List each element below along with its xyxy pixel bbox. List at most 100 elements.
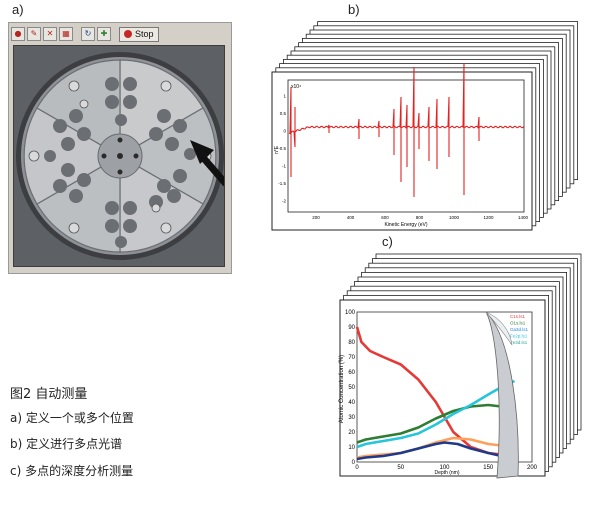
depth-x-tick: 100 bbox=[439, 465, 450, 471]
spectrum-x-tick: 1200 bbox=[483, 215, 494, 220]
spectrum-x-tick: 1400 bbox=[518, 215, 529, 220]
stacked-page bbox=[353, 281, 560, 459]
spectrum-x-tick: 400 bbox=[347, 215, 355, 220]
spectrum-y-tick: -2 bbox=[282, 199, 286, 204]
stop-button[interactable]: Stop bbox=[119, 26, 159, 42]
stacked-page bbox=[343, 294, 550, 472]
depth-series-line bbox=[356, 436, 515, 459]
depth-y-tick: 40 bbox=[348, 400, 355, 406]
spectrum-y-tick: 0.5 bbox=[280, 111, 287, 116]
sample-camera-view[interactable] bbox=[13, 45, 225, 267]
depth-x-ticks: 0 50 100 150 200 bbox=[355, 465, 537, 471]
spectrum-x-tick: 600 bbox=[381, 215, 389, 220]
spectrum-card: x10⁴ n*E 1 0.5 0 -0.5 -1 -1.5 -2 200 400 600 800 1… bbox=[271, 62, 533, 231]
stacked-page bbox=[301, 38, 563, 197]
depth-y-tick: 90 bbox=[348, 325, 355, 331]
spectrum-ylabel: n*E bbox=[274, 145, 280, 154]
panel-label-c: c) bbox=[382, 234, 393, 249]
depth-plot-frame bbox=[356, 311, 533, 463]
stacked-page bbox=[294, 46, 556, 206]
spectrum-y-tick: -0.5 bbox=[278, 146, 286, 151]
stacked-page bbox=[275, 67, 537, 227]
caption-line-a: a) 定义一个或多个位置 bbox=[10, 411, 134, 425]
edit-point-icon[interactable]: ✎ bbox=[27, 27, 41, 41]
spectrum-x-tick: 800 bbox=[416, 215, 424, 220]
stacked-page bbox=[290, 50, 552, 210]
stacked-page bbox=[309, 29, 571, 189]
depth-series-line bbox=[356, 441, 515, 461]
toolbar: ● ✎ ✕ ▦ ↻ ✚ Stop bbox=[11, 25, 229, 43]
stacked-page bbox=[305, 33, 567, 193]
delete-point-icon[interactable]: ✕ bbox=[43, 27, 57, 41]
stop-button-label: Stop bbox=[135, 29, 154, 39]
depth-y-tick: 60 bbox=[348, 370, 355, 376]
spectrum-plot-frame bbox=[287, 79, 525, 213]
depth-x-tick: 200 bbox=[527, 465, 538, 471]
stacked-page bbox=[286, 54, 548, 214]
stacked-page bbox=[298, 42, 560, 201]
caption-title: 图2 自动测量 bbox=[10, 387, 88, 402]
depth-series-line bbox=[356, 403, 515, 444]
stacked-page bbox=[371, 258, 578, 436]
depth-legend-entry: C1s.ls1 bbox=[510, 314, 526, 319]
spectrum-y-tick: 0 bbox=[283, 129, 286, 134]
spectrum-x-ticks: 200 400 600 800 1000 1200 1400 bbox=[312, 215, 528, 220]
depth-y-tick: 10 bbox=[348, 445, 355, 451]
sample-viewer-window: ● ✎ ✕ ▦ ↻ ✚ Stop bbox=[8, 22, 232, 274]
stacked-page bbox=[313, 25, 575, 185]
stacked-page bbox=[317, 21, 579, 181]
spectra-stack bbox=[275, 21, 579, 227]
depth-xlabel: Depth (nm) bbox=[434, 470, 459, 476]
grid-icon[interactable]: ▦ bbox=[59, 27, 73, 41]
depth-legend-entry: O1s.ls1 bbox=[510, 321, 526, 326]
stacked-page bbox=[346, 290, 553, 468]
page-curl bbox=[485, 311, 519, 479]
panel-label-b: b) bbox=[348, 2, 360, 17]
caption-line-c: c) 多点的深度分析测量 bbox=[10, 464, 134, 478]
spectrum-y-tick: -1.5 bbox=[278, 181, 286, 186]
spectrum-x-tick: 1000 bbox=[449, 215, 460, 220]
depth-y-tick: 0 bbox=[352, 460, 356, 466]
spectrum-xlabel: Kinetic Energy (eV) bbox=[384, 222, 427, 228]
depth-series-line bbox=[356, 379, 516, 449]
caption-line-b: b) 定义进行多点光谱 bbox=[10, 437, 123, 451]
spectrum-trace bbox=[288, 62, 525, 197]
depth-series bbox=[355, 326, 516, 461]
spectrum-y-tick: 1 bbox=[283, 94, 286, 99]
depth-profile-stack bbox=[343, 253, 582, 472]
stacked-page bbox=[368, 262, 575, 440]
spectrum-x-tick: 200 bbox=[312, 215, 320, 220]
depth-y-tick: 80 bbox=[348, 340, 355, 346]
depth-ylabel: Atomic Concentration (%) bbox=[339, 355, 345, 423]
depth-y-tick: 30 bbox=[348, 415, 355, 421]
depth-x-tick: 50 bbox=[397, 465, 404, 471]
stacked-page bbox=[282, 59, 544, 218]
depth-legend-entry: Ga3d.ls1 bbox=[510, 327, 529, 332]
depth-y-tick: 20 bbox=[348, 430, 355, 436]
arrow-pointer-icon bbox=[190, 140, 224, 187]
pin-icon[interactable]: ✚ bbox=[97, 27, 111, 41]
spectrum-y-tick: -1 bbox=[282, 164, 286, 169]
record-icon[interactable]: ● bbox=[11, 27, 25, 41]
depth-x-tick: 0 bbox=[355, 465, 359, 471]
panel-label-a: a) bbox=[12, 2, 24, 17]
depth-y-tick: 70 bbox=[348, 355, 355, 361]
depth-legend-entry: Fe3d.ls1 bbox=[510, 340, 528, 345]
refresh-icon[interactable]: ↻ bbox=[81, 27, 95, 41]
stacked-page bbox=[375, 253, 582, 431]
depth-x-tick: 150 bbox=[483, 465, 494, 471]
stacked-page bbox=[364, 267, 571, 445]
stacked-page bbox=[357, 276, 564, 454]
depth-legend-entry: Fe2p.ls1 bbox=[510, 334, 528, 339]
stacked-page bbox=[361, 271, 568, 449]
spectrum-exponent: x10⁴ bbox=[291, 84, 301, 90]
depth-y-tick: 50 bbox=[348, 385, 355, 391]
stop-icon bbox=[124, 30, 132, 38]
sample-holder-image bbox=[14, 46, 224, 266]
stacked-page bbox=[279, 63, 541, 222]
depth-series-line bbox=[355, 326, 515, 458]
depth-y-tick: 100 bbox=[345, 310, 356, 316]
